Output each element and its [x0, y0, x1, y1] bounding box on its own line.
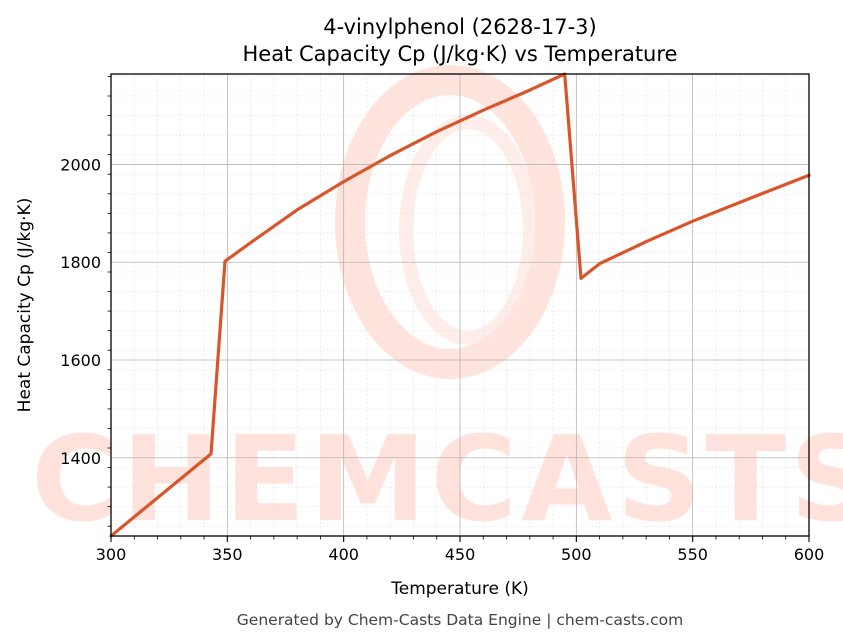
watermark-logo: CHEMCASTS — [31, 65, 843, 548]
series-line — [109, 72, 811, 538]
x-tick-label: 300 — [96, 545, 127, 564]
x-tick-label: 350 — [212, 545, 243, 564]
watermark-text: CHEMCASTS — [31, 410, 843, 548]
x-axis-label: Temperature (K) — [390, 579, 529, 599]
x-tick-label: 550 — [677, 545, 708, 564]
y-tick-label: 1600 — [60, 351, 101, 370]
x-tick-label: 400 — [328, 545, 359, 564]
y-tick-label: 2000 — [60, 155, 101, 174]
x-tick-label: 450 — [445, 545, 476, 564]
y-axis: 1400 1600 1800 2000 — [60, 76, 111, 527]
y-tick-label: 1800 — [60, 253, 101, 272]
chart-title: 4-vinylphenol (2628-17-3) — [323, 15, 597, 39]
footer-credit: Generated by Chem-Casts Data Engine | ch… — [237, 611, 683, 629]
chart-subtitle: Heat Capacity Cp (J/kg·K) vs Temperature — [243, 42, 678, 66]
x-tick-label: 500 — [561, 545, 592, 564]
x-tick-label: 600 — [794, 545, 825, 564]
y-axis-label: Heat Capacity Cp (J/kg·K) — [15, 198, 35, 413]
y-tick-label: 1400 — [60, 449, 101, 468]
x-axis: 300 350 400 450 500 550 600 — [96, 536, 825, 564]
